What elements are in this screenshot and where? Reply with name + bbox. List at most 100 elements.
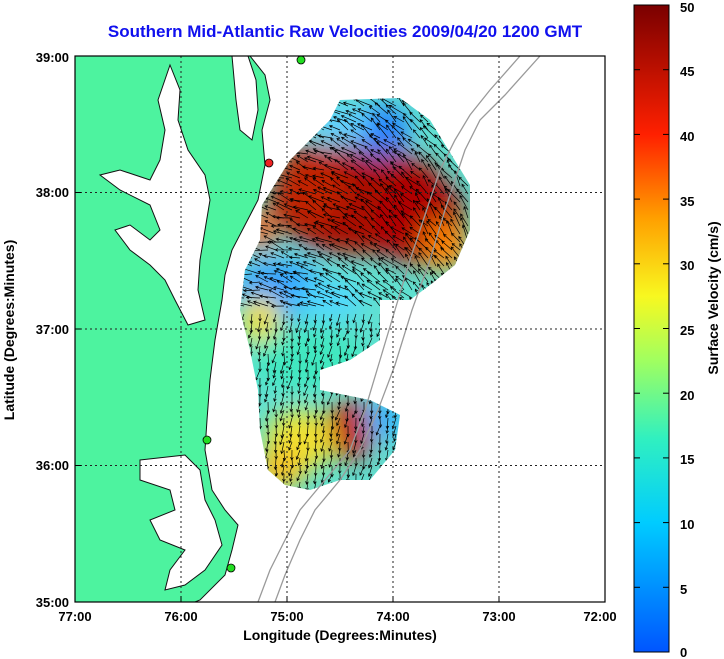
velocity-arrow (272, 202, 285, 211)
velocity-arrow (317, 186, 333, 195)
velocity-arrow (413, 207, 421, 219)
velocity-arrow (434, 254, 445, 267)
velocity-arrow (353, 145, 365, 155)
velocity-arrow (336, 337, 341, 347)
velocity-arrow (327, 235, 341, 243)
velocity-arrow (368, 449, 373, 458)
velocity-arrow (361, 449, 366, 459)
velocity-arrow (274, 409, 278, 418)
velocity-arrow (378, 178, 389, 187)
velocity-arrow (297, 337, 301, 347)
velocity-arrow (285, 177, 301, 187)
velocity-arrow (427, 266, 437, 275)
velocity-arrow (307, 210, 325, 219)
velocity-arrow (361, 283, 373, 291)
velocity-arrow (350, 166, 365, 179)
velocity-arrow (314, 401, 319, 414)
velocity-arrow (323, 164, 341, 171)
velocity-arrow (249, 313, 254, 325)
velocity-arrow (398, 165, 413, 179)
velocity-arrow (270, 304, 285, 308)
velocity-arrow (362, 249, 373, 259)
velocity-arrow (304, 173, 317, 179)
velocity-arrow (450, 180, 461, 195)
velocity-arrow (308, 195, 325, 203)
velocity-arrow (299, 301, 317, 307)
velocity-arrow (273, 385, 277, 394)
velocity-arrow (359, 465, 365, 476)
velocity-arrow (450, 246, 461, 259)
velocity-arrow (311, 353, 317, 366)
velocity-arrow (304, 361, 309, 373)
velocity-arrow (368, 105, 381, 115)
velocity-arrow (290, 294, 309, 299)
velocity-arrow (354, 329, 358, 339)
velocity-arrow (245, 295, 261, 300)
velocity-arrow (332, 116, 349, 123)
velocity-arrow (361, 113, 373, 123)
velocity-arrow (303, 253, 317, 259)
velocity-arrow (364, 215, 373, 227)
velocity-arrow (338, 131, 349, 139)
velocity-arrow (266, 433, 271, 445)
velocity-arrow (414, 255, 421, 267)
velocity-arrow (391, 125, 405, 139)
velocity-arrow (392, 441, 397, 451)
velocity-arrow (340, 115, 357, 123)
velocity-arrow (277, 192, 293, 203)
velocity-arrow (324, 154, 333, 163)
radar-station-marker (226, 563, 236, 573)
velocity-arrow (373, 243, 389, 251)
velocity-arrow (296, 302, 309, 307)
velocity-arrow (304, 465, 309, 475)
velocity-arrow (240, 295, 245, 300)
x-tick-label: 75:00 (270, 609, 303, 624)
velocity-arrow (370, 117, 381, 131)
velocity-arrow (279, 361, 285, 375)
velocity-arrow (329, 138, 341, 147)
velocity-arrow (338, 465, 342, 475)
velocity-arrow (320, 337, 325, 348)
velocity-arrow (400, 131, 413, 139)
velocity-arrow (359, 321, 365, 333)
velocity-arrow (312, 321, 317, 331)
velocity-arrow (343, 133, 357, 139)
x-axis-label: Longitude (Degrees:Minutes) (243, 627, 437, 643)
velocity-arrow (289, 473, 293, 483)
velocity-arrow (305, 481, 309, 490)
velocity-arrow (252, 300, 269, 307)
velocity-arrow (417, 264, 429, 275)
velocity-arrow (344, 295, 357, 307)
velocity-arrow (288, 255, 301, 260)
velocity-arrow (282, 301, 301, 307)
velocity-arrow (276, 280, 293, 291)
velocity-arrow (385, 425, 389, 434)
map-plot-area (75, 56, 605, 602)
velocity-arrow (297, 409, 301, 419)
velocity-arrow (409, 226, 421, 235)
velocity-arrow (346, 153, 357, 163)
velocity-arrow (395, 275, 405, 283)
velocity-arrow (420, 134, 429, 147)
velocity-arrow (341, 162, 357, 171)
velocity-arrow (264, 393, 269, 403)
velocity-arrow (369, 153, 381, 163)
velocity-arrow (370, 425, 374, 435)
velocity-arrow (433, 143, 445, 155)
velocity-arrow (319, 409, 325, 421)
velocity-arrow (299, 265, 317, 275)
velocity-arrow (324, 290, 341, 299)
velocity-arrow (413, 270, 421, 283)
velocity-arrow (401, 212, 413, 227)
velocity-arrow (322, 299, 333, 307)
velocity-arrow (427, 218, 437, 227)
velocity-arrow (257, 345, 261, 356)
velocity-arrow (295, 261, 309, 267)
velocity-arrow (270, 195, 285, 203)
velocity-arrow (356, 123, 373, 131)
velocity-arrow (418, 251, 429, 267)
velocity-arrow (451, 243, 461, 251)
velocity-arrow (420, 114, 429, 123)
velocity-arrow (297, 393, 301, 405)
velocity-arrow (280, 465, 285, 476)
